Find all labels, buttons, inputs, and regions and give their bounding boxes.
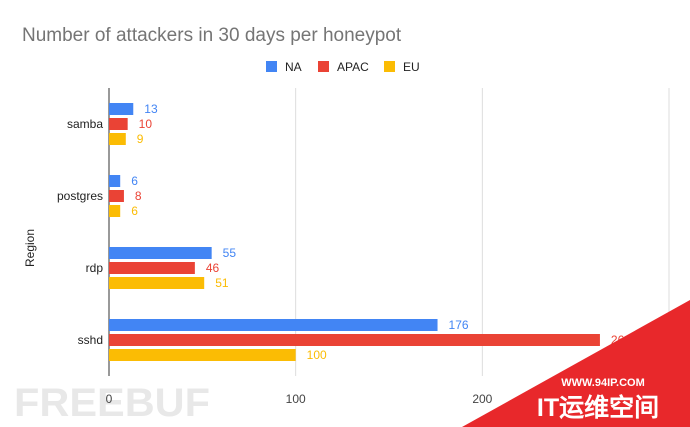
category-label: samba	[67, 117, 103, 131]
legend-swatch-apac	[318, 61, 329, 72]
bar-sshd-eu	[109, 349, 296, 361]
bar-samba-na	[109, 103, 134, 115]
freebuf-watermark: FREEBUF	[14, 381, 210, 425]
bar-samba-eu	[109, 133, 126, 145]
category-label: postgres	[57, 189, 103, 203]
banner-title: IT运维空间	[537, 393, 659, 422]
y-axis-label: Region	[23, 229, 37, 267]
category-label: rdp	[86, 261, 104, 275]
legend-label-apac: APAC	[337, 60, 369, 74]
data-label: 9	[137, 132, 144, 146]
x-tick-label: 200	[472, 392, 492, 406]
bar-rdp-apac	[109, 262, 195, 274]
data-label: 55	[223, 246, 237, 260]
chart-title: Number of attackers in 30 days per honey…	[22, 25, 402, 46]
x-tick-label: 0	[106, 392, 113, 406]
legend-label-na: NA	[285, 60, 302, 74]
data-label: 51	[215, 276, 229, 290]
bar-postgres-apac	[109, 190, 124, 202]
bar-postgres-na	[109, 175, 121, 187]
bar-sshd-na	[109, 319, 438, 331]
bar-rdp-eu	[109, 277, 205, 289]
data-label: 6	[131, 174, 138, 188]
data-label: 176	[449, 318, 469, 332]
category-labels: samba postgres rdp sshd	[57, 117, 103, 347]
bars	[109, 103, 600, 361]
bar-rdp-na	[109, 247, 212, 259]
data-label: 6	[131, 204, 138, 218]
data-label: 10	[139, 117, 153, 131]
legend: NA APAC EU	[266, 60, 420, 74]
bar-postgres-eu	[109, 205, 121, 217]
legend-swatch-eu	[384, 61, 395, 72]
legend-label-eu: EU	[403, 60, 420, 74]
data-label: 13	[144, 102, 158, 116]
data-label: 100	[307, 348, 327, 362]
x-tick-label: 100	[286, 392, 306, 406]
gridlines	[108, 88, 670, 376]
legend-swatch-na	[266, 61, 277, 72]
banner-url: WWW.94IP.COM	[561, 377, 645, 389]
bar-samba-apac	[109, 118, 128, 130]
x-tick-labels: 0 100 200	[106, 392, 493, 406]
red-banner	[462, 300, 690, 427]
bar-sshd-apac	[109, 334, 600, 346]
data-label: 8	[135, 189, 142, 203]
corner-banner-watermark: WWW.94IP.COM IT运维空间	[462, 300, 690, 427]
data-label: 46	[206, 261, 220, 275]
category-label: sshd	[78, 333, 103, 347]
freebuf-logo-text: FREEBUF	[14, 381, 210, 425]
